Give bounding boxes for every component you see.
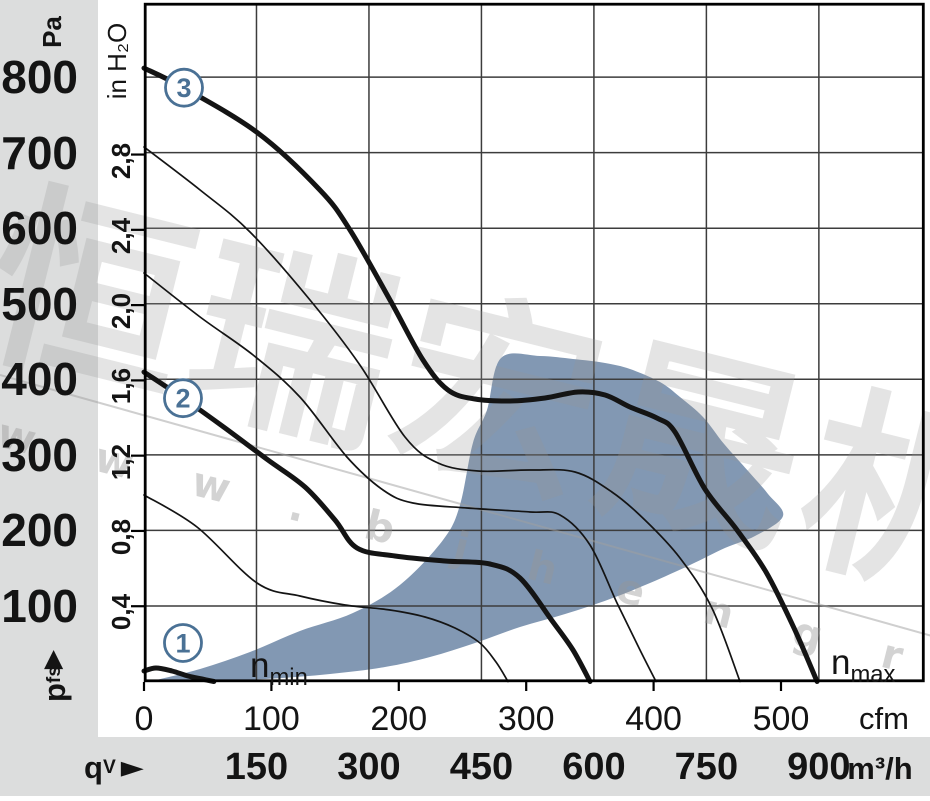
n-max-base: n (831, 643, 851, 682)
pressure-axis-arrow-icon: ▲ (44, 643, 64, 672)
inh2o-tick-label: 2,4 (105, 217, 136, 254)
inh2o-tick-label: 1,6 (105, 368, 136, 405)
fan-curves (141, 65, 820, 684)
inh2o-tick-label: 2,8 (105, 142, 136, 179)
curve-marker-circle-1 (163, 623, 203, 663)
pa-tick-label: 600 (1, 202, 78, 255)
pa-tick-label: 300 (1, 428, 78, 481)
curve-markers: 3 2 1 (163, 67, 204, 663)
n-min-sub: min (269, 664, 308, 691)
axis-ticks (131, 153, 783, 691)
fan-curve-3 (141, 65, 820, 684)
cfm-tick-label: 300 (497, 700, 555, 738)
fan-curve-2 (141, 369, 593, 684)
curve-marker-number-2: 2 (175, 384, 190, 414)
cfm-tick-label: 100 (243, 700, 300, 738)
pfs-base: p (37, 683, 72, 703)
pa-tick-label: 500 (1, 277, 78, 330)
pa-tick-label: 100 (1, 579, 78, 632)
fan-speed-line-a (143, 146, 741, 683)
curve-marker-circle-3 (164, 67, 204, 108)
inh2o-tick-label: 0,8 (105, 518, 136, 556)
inh2o-unit-label: in H₂O (101, 22, 132, 100)
pa-tick-label: 200 (1, 504, 78, 557)
cfm-unit-label: cfm (859, 701, 909, 736)
pressure-axis-quantity-label: p fs (37, 666, 72, 703)
inh2o-tick-label: 2,0 (105, 293, 136, 330)
qv-base: q (84, 750, 103, 785)
curve-marker-circle-2 (163, 378, 203, 419)
m3h-tick-label: 900 (787, 746, 851, 788)
n-min-annotation: nmin (250, 646, 308, 689)
m3h-tick-label: 750 (674, 746, 739, 788)
operating-region (149, 353, 784, 682)
pa-tick-label: 800 (1, 51, 78, 104)
fan-speed-line-c (143, 494, 509, 683)
n-max-sub: max (850, 661, 896, 688)
m3h-tick-label: 300 (337, 746, 401, 788)
pa-tick-label: 700 (1, 126, 78, 179)
cfm-tick-label: 200 (370, 700, 428, 738)
pa-tick-label: 400 (1, 353, 78, 406)
cfm-tick-label: 0 (134, 700, 154, 738)
m3h-unit-label: m³/h (847, 751, 913, 786)
n-min-base: n (250, 646, 270, 685)
inh2o-tick-label: 0,4 (105, 594, 136, 631)
fan-speed-line-b (143, 272, 657, 683)
flow-axis-quantity-label: q V ► (84, 750, 144, 785)
m3h-tick-label: 450 (449, 746, 514, 788)
flow-scale-band (0, 737, 930, 796)
m3h-tick-label: 600 (562, 746, 626, 788)
fan-curve-1 (141, 665, 217, 684)
curve-marker-number-3: 3 (176, 73, 191, 103)
cfm-tick-label: 500 (752, 700, 810, 738)
inh2o-tick-label: 1,2 (105, 443, 136, 480)
cfm-tick-label: 400 (625, 700, 682, 738)
flow-axis-arrow-icon: ► (120, 750, 144, 785)
n-max-annotation: nmax (831, 643, 895, 686)
curve-marker-number-1: 1 (175, 628, 190, 658)
gridlines (146, 5, 924, 681)
m3h-tick-label: 150 (224, 746, 289, 788)
plot-border (143, 2, 925, 683)
